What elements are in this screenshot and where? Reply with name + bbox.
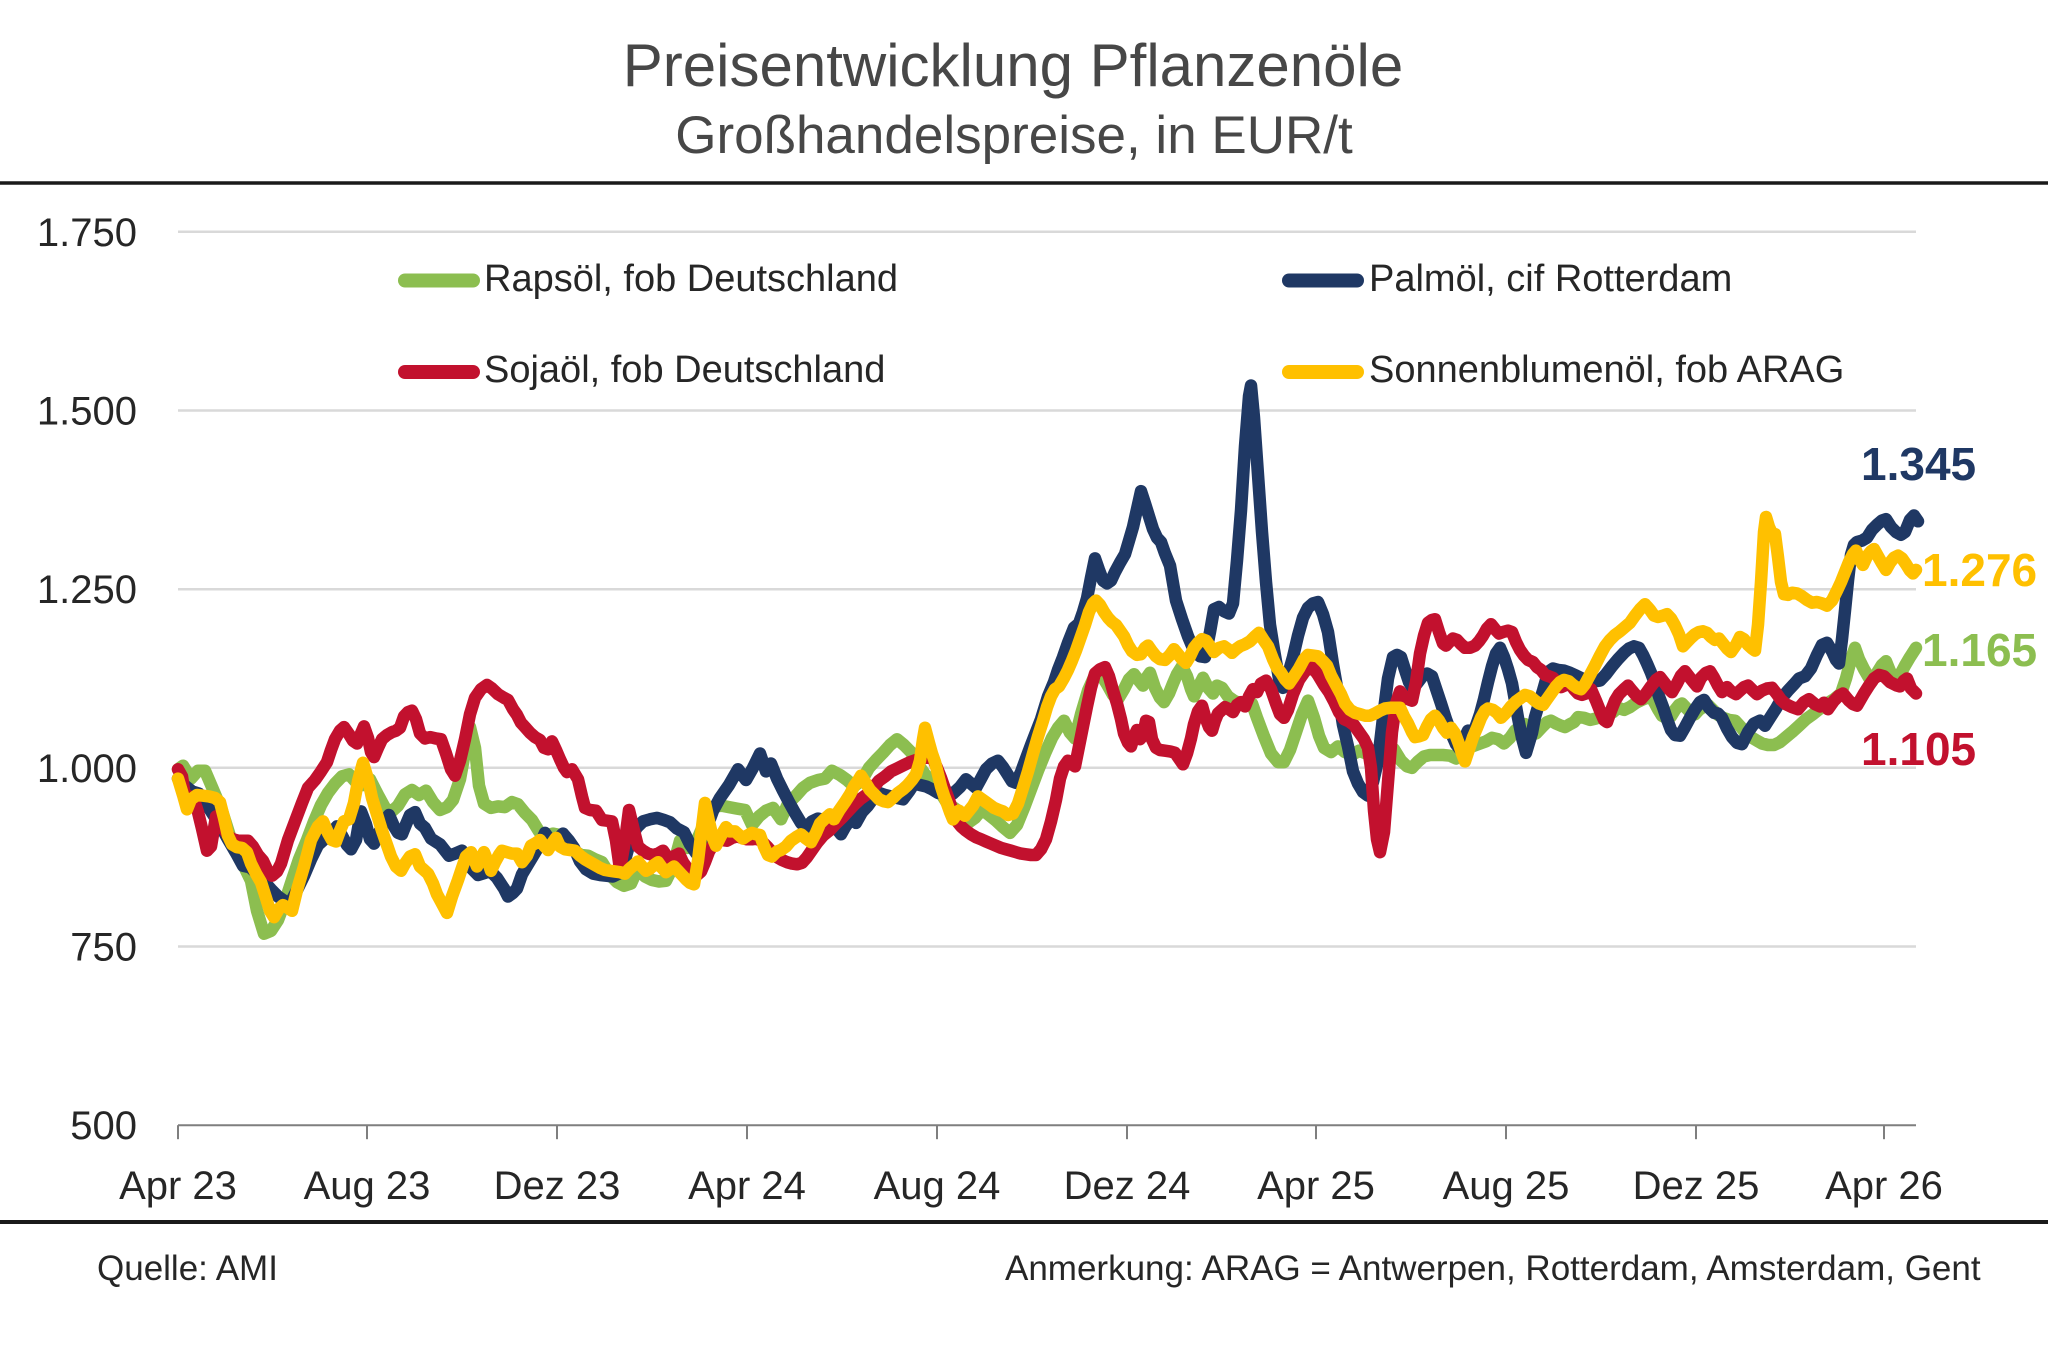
svg-text:Palmöl, cif Rotterdam: Palmöl, cif Rotterdam bbox=[1369, 258, 1732, 300]
svg-text:1.276: 1.276 bbox=[1922, 544, 2037, 596]
svg-text:1.105: 1.105 bbox=[1861, 723, 1976, 775]
svg-text:Apr 26: Apr 26 bbox=[1825, 1164, 1943, 1208]
svg-text:Apr 25: Apr 25 bbox=[1257, 1164, 1375, 1208]
svg-text:1.500: 1.500 bbox=[37, 390, 137, 434]
svg-text:Apr 24: Apr 24 bbox=[688, 1164, 806, 1208]
svg-text:Aug 24: Aug 24 bbox=[874, 1164, 1001, 1208]
svg-text:Preisentwicklung Pflanzenöle: Preisentwicklung Pflanzenöle bbox=[623, 32, 1403, 99]
svg-text:Dez 24: Dez 24 bbox=[1064, 1164, 1191, 1208]
svg-text:Quelle: AMI: Quelle: AMI bbox=[97, 1249, 278, 1288]
svg-text:1.345: 1.345 bbox=[1861, 438, 1976, 490]
svg-text:Großhandelspreise, in EUR/t: Großhandelspreise, in EUR/t bbox=[675, 106, 1353, 165]
svg-text:Sojaöl, fob Deutschland: Sojaöl, fob Deutschland bbox=[484, 349, 885, 391]
svg-text:1.165: 1.165 bbox=[1922, 624, 2037, 676]
svg-text:Aug 25: Aug 25 bbox=[1443, 1164, 1570, 1208]
svg-text:Dez 25: Dez 25 bbox=[1633, 1164, 1760, 1208]
svg-text:1.000: 1.000 bbox=[37, 747, 137, 791]
svg-text:500: 500 bbox=[70, 1104, 137, 1148]
svg-text:Rapsöl, fob Deutschland: Rapsöl, fob Deutschland bbox=[484, 258, 898, 300]
svg-text:Dez 23: Dez 23 bbox=[494, 1164, 621, 1208]
svg-text:Sonnenblumenöl, fob ARAG: Sonnenblumenöl, fob ARAG bbox=[1369, 349, 1844, 391]
svg-text:1.750: 1.750 bbox=[37, 211, 137, 255]
svg-text:Aug 23: Aug 23 bbox=[304, 1164, 431, 1208]
svg-text:Anmerkung: ARAG = Antwerpen, R: Anmerkung: ARAG = Antwerpen, Rotterdam, … bbox=[1005, 1249, 1981, 1288]
svg-text:Apr 23: Apr 23 bbox=[119, 1164, 237, 1208]
svg-text:1.250: 1.250 bbox=[37, 568, 137, 612]
svg-text:750: 750 bbox=[70, 926, 137, 970]
